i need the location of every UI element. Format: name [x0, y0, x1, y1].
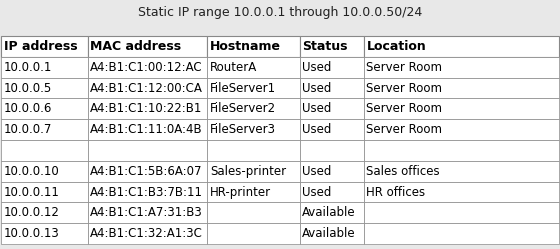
Bar: [208, 140, 300, 161]
Text: Hostname: Hostname: [211, 40, 281, 53]
Text: FileServer3: FileServer3: [211, 123, 276, 136]
Bar: [87, 182, 208, 202]
Bar: [208, 161, 300, 182]
Bar: [300, 78, 363, 99]
Bar: [208, 57, 300, 78]
Bar: [363, 57, 559, 78]
Text: 10.0.0.7: 10.0.0.7: [4, 123, 52, 136]
Text: Available: Available: [302, 206, 356, 219]
Bar: [87, 57, 208, 78]
Text: Server Room: Server Room: [366, 82, 442, 95]
Bar: [1, 223, 87, 244]
Bar: [363, 161, 559, 182]
Bar: [363, 98, 559, 119]
Text: Status: Status: [302, 40, 348, 53]
Text: Server Room: Server Room: [366, 61, 442, 74]
Bar: [363, 140, 559, 161]
Bar: [87, 140, 208, 161]
Bar: [1, 202, 87, 223]
Bar: [300, 119, 363, 140]
Bar: [1, 98, 87, 119]
Text: Server Room: Server Room: [366, 102, 442, 115]
Text: A4:B1:C1:B3:7B:11: A4:B1:C1:B3:7B:11: [90, 186, 203, 198]
Bar: [300, 223, 363, 244]
Text: A4:B1:C1:A7:31:B3: A4:B1:C1:A7:31:B3: [90, 206, 203, 219]
Bar: [1, 161, 87, 182]
Bar: [87, 202, 208, 223]
Text: Server Room: Server Room: [366, 123, 442, 136]
Text: A4:B1:C1:10:22:B1: A4:B1:C1:10:22:B1: [90, 102, 203, 115]
Bar: [363, 119, 559, 140]
Text: A4:B1:C1:12:00:CA: A4:B1:C1:12:00:CA: [90, 82, 203, 95]
Bar: [300, 161, 363, 182]
Bar: [208, 78, 300, 99]
Bar: [363, 182, 559, 202]
Text: Used: Used: [302, 165, 332, 178]
Text: Used: Used: [302, 186, 332, 198]
Bar: [1, 78, 87, 99]
Bar: [87, 119, 208, 140]
Text: 10.0.0.11: 10.0.0.11: [4, 186, 60, 198]
Bar: [1, 57, 87, 78]
Text: 10.0.0.1: 10.0.0.1: [4, 61, 52, 74]
Bar: [208, 223, 300, 244]
Bar: [363, 78, 559, 99]
Bar: [363, 223, 559, 244]
Bar: [300, 202, 363, 223]
Bar: [208, 182, 300, 202]
Text: 10.0.0.5: 10.0.0.5: [4, 82, 52, 95]
Text: Available: Available: [302, 227, 356, 240]
Bar: [300, 98, 363, 119]
Bar: [208, 36, 300, 57]
Bar: [208, 119, 300, 140]
Text: Static IP range 10.0.0.1 through 10.0.0.50/24: Static IP range 10.0.0.1 through 10.0.0.…: [138, 6, 422, 19]
Text: HR-printer: HR-printer: [211, 186, 272, 198]
Bar: [1, 182, 87, 202]
Bar: [87, 78, 208, 99]
Bar: [87, 161, 208, 182]
Text: Used: Used: [302, 102, 332, 115]
Bar: [87, 223, 208, 244]
Text: Location: Location: [366, 40, 426, 53]
Text: A4:B1:C1:11:0A:4B: A4:B1:C1:11:0A:4B: [90, 123, 203, 136]
Text: 10.0.0.12: 10.0.0.12: [4, 206, 60, 219]
Bar: [208, 202, 300, 223]
Text: Used: Used: [302, 123, 332, 136]
Text: HR offices: HR offices: [366, 186, 426, 198]
Text: MAC address: MAC address: [90, 40, 181, 53]
Text: 10.0.0.6: 10.0.0.6: [4, 102, 52, 115]
Bar: [300, 36, 363, 57]
Text: 10.0.0.10: 10.0.0.10: [4, 165, 60, 178]
Text: 10.0.0.13: 10.0.0.13: [4, 227, 60, 240]
Bar: [1, 119, 87, 140]
Bar: [87, 98, 208, 119]
Text: Sales-printer: Sales-printer: [211, 165, 286, 178]
Text: RouterA: RouterA: [211, 61, 258, 74]
Bar: [363, 202, 559, 223]
Text: Sales offices: Sales offices: [366, 165, 440, 178]
Bar: [300, 182, 363, 202]
Bar: [1, 140, 87, 161]
Text: IP address: IP address: [4, 40, 77, 53]
Text: Used: Used: [302, 61, 332, 74]
Text: A4:B1:C1:32:A1:3C: A4:B1:C1:32:A1:3C: [90, 227, 203, 240]
Text: FileServer2: FileServer2: [211, 102, 277, 115]
Text: A4:B1:C1:5B:6A:07: A4:B1:C1:5B:6A:07: [90, 165, 203, 178]
Bar: [208, 98, 300, 119]
Text: FileServer1: FileServer1: [211, 82, 277, 95]
Bar: [300, 140, 363, 161]
Bar: [87, 36, 208, 57]
Text: A4:B1:C1:00:12:AC: A4:B1:C1:00:12:AC: [90, 61, 203, 74]
Bar: [300, 57, 363, 78]
Text: Used: Used: [302, 82, 332, 95]
Bar: [1, 36, 87, 57]
Bar: [363, 36, 559, 57]
